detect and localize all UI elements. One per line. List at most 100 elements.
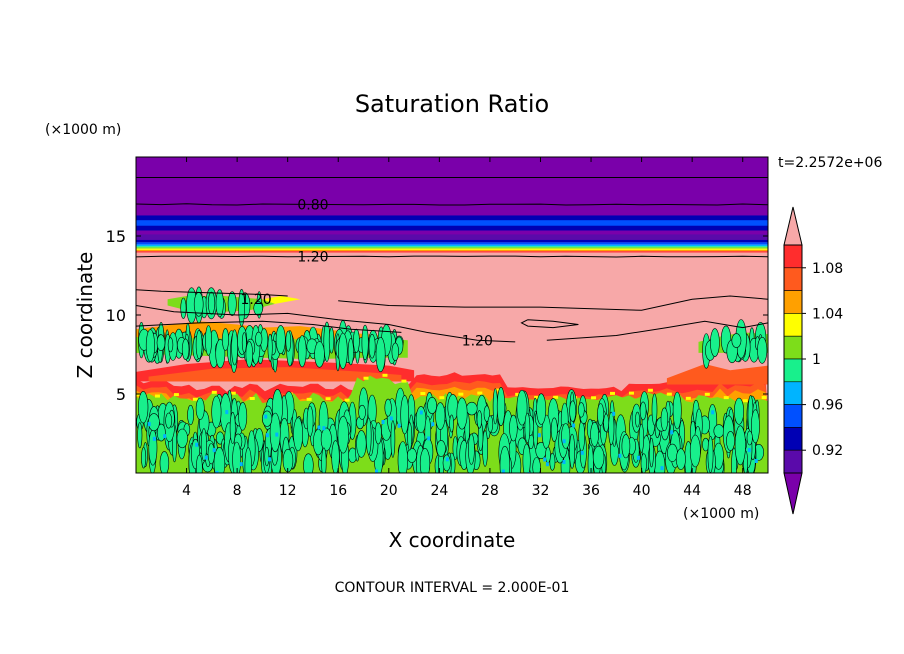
layer-band-cyan [136,246,768,248]
lower-cloud-cell [468,433,475,465]
lower-cloud-cell [482,430,488,467]
lower-cloud-blue-cell [711,410,715,415]
lower-cloud-cell [390,420,396,458]
lower-cloud-blue-cell [501,469,505,473]
colorbar-bin [783,427,803,451]
mid-cloud-cell [347,338,354,366]
y-tick-label: 10 [106,306,126,325]
lower-cloud-blue-cell [275,432,279,437]
yellow-speck [382,373,388,377]
lower-cloud-cell [293,417,303,452]
mid-cloud-cell [368,333,376,359]
yellow-speck [439,396,445,400]
contour-line-1.20-top [136,255,768,258]
lower-cloud-blue-cell [754,459,758,463]
x-tick-label: 16 [329,483,347,499]
x-tick-label: 12 [279,483,297,499]
lower-cloud-blue-cell [562,439,566,444]
lower-cloud-cell [597,403,605,426]
contour-line-0.80 [136,203,768,206]
lower-cloud-blue-cell [397,423,401,428]
lower-cloud-blue-cell [419,410,423,415]
lower-cloud-cell [621,434,631,459]
lower-cloud-cell [196,454,203,473]
lower-cloud-cell [569,400,577,422]
contour-line-1.20-upper [136,289,288,297]
lower-cloud-blue-cell [660,466,664,471]
lower-cloud-blue-cell [445,457,449,462]
yellow-speck [761,396,767,400]
lower-cloud-cell [176,428,188,449]
contour-line-1.20-loop [520,319,579,329]
lower-cloud-blue-cell [163,434,167,439]
lower-cloud-cell [384,398,392,417]
contour-line-1.20-upper-right [338,295,768,311]
x-axis: 4 8 12 16 20 24 28 32 36 40 44 48 [182,157,752,499]
lower-cloud-cell [603,413,610,433]
lower-cloud-cell [207,443,215,465]
lower-cloud-cell [487,415,494,433]
yellow-speck [249,396,255,400]
lower-cloud-cell [492,388,498,425]
lower-cloud-blue-cell [670,430,674,435]
lower-cloud-cell [435,402,446,430]
lower-cloud-cell [406,447,417,463]
yellow-speck [553,395,559,399]
lower-cloud-cell [374,422,382,445]
lower-cloud-cell [321,447,327,473]
lower-cloud-blue-cell [322,426,326,431]
mid-cloud-cell [361,324,369,361]
layer-band-yellow [136,248,768,250]
yellow-speck [230,391,236,395]
lower-cloud-blue-cell [264,414,268,419]
contour-label-0: 0.80 [297,197,328,213]
layer-band-navy [136,239,768,243]
mid-cloud-cell [215,339,226,369]
lower-cloud-blue-cell [747,448,751,453]
x-axis-label: X coordinate [389,528,516,552]
mid-cloud-cell [353,328,360,353]
x-tick-label: 24 [430,483,448,499]
lower-cloud-cell [667,443,678,463]
contour-line-1.20-mid-right [546,320,768,341]
lower-cloud-cell [187,404,194,426]
mid-cloud-cell [245,341,254,368]
lower-cloud-cell [331,440,340,473]
right-orange-region [666,364,768,385]
lower-cloud-cell [238,401,248,431]
lower-cloud-cell [320,427,332,452]
yellow-speck [363,376,369,380]
lower-cloud-cell [137,422,143,449]
lower-cloud-cell [638,423,645,453]
lower-cloud-cell [689,434,701,468]
lower-cloud-cell [407,422,413,451]
lower-cloud-cell [578,420,586,452]
layer-blue-core [136,220,768,226]
lower-cloud-cell [306,405,314,437]
y-tick-label: 15 [106,227,126,246]
lower-cloud-blue-cell [225,410,229,415]
filled-contours [136,157,768,473]
lower-cloud-cell [587,444,594,473]
lower-cloud-cell [269,412,281,453]
lower-cloud-cell [549,452,556,471]
yellow-speck [401,379,407,383]
lower-cloud-blue-cell [580,450,584,455]
lower-cloud-cell [707,435,714,473]
yellow-speck [325,397,331,401]
mid-cloud-cell [167,337,174,353]
lower-cloud-blue-cell [239,462,243,467]
yellow-speck [344,398,350,402]
mid-cloud-cell [267,333,273,362]
lower-cloud-blue-cell [618,453,622,458]
footer-label: CONTOUR INTERVAL = 2.000E-01 [335,580,570,596]
x-tick-label: 4 [182,483,191,499]
colorbar-tick-label: 1.08 [812,261,843,277]
lower-cloud-cell [726,431,735,451]
lower-cloud-cell [550,417,558,442]
yellow-speck [306,397,312,401]
yellow-speck [211,390,217,394]
lower-cloud-cell [577,402,585,418]
lower-cloud-cell [532,457,541,473]
